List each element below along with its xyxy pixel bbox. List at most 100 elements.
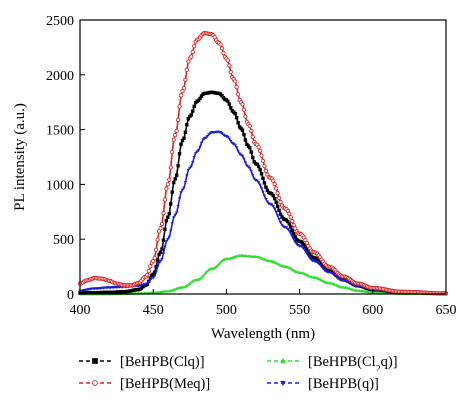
series-point bbox=[170, 190, 174, 194]
series-point bbox=[220, 259, 224, 263]
series-point bbox=[173, 213, 177, 217]
series-point bbox=[158, 226, 163, 231]
legend-label: [BeHPB(Cl2q)] bbox=[308, 354, 398, 371]
series-point bbox=[157, 261, 161, 265]
series-point bbox=[256, 181, 261, 185]
series-point bbox=[324, 269, 328, 273]
series-point bbox=[275, 204, 280, 209]
series-point bbox=[337, 277, 341, 281]
series-point bbox=[233, 143, 237, 147]
series-point bbox=[185, 123, 189, 127]
series-point bbox=[273, 196, 277, 201]
svg-text:[BeHPB(Clq)]: [BeHPB(Clq)] bbox=[120, 354, 205, 370]
series-point bbox=[161, 210, 166, 216]
x-tick-label: 450 bbox=[143, 303, 164, 318]
series-point bbox=[178, 93, 184, 98]
x-tick-label: 550 bbox=[289, 303, 310, 318]
series-point bbox=[179, 142, 183, 146]
series-point bbox=[287, 229, 292, 233]
series-point bbox=[180, 188, 185, 192]
series-point bbox=[264, 197, 268, 201]
series-point bbox=[276, 195, 282, 201]
series-1-line bbox=[79, 32, 446, 295]
series-point bbox=[292, 232, 296, 236]
series-point bbox=[183, 77, 188, 83]
series-point bbox=[170, 149, 175, 155]
series-point bbox=[161, 252, 166, 256]
series-point bbox=[286, 227, 290, 231]
series-point bbox=[201, 274, 205, 278]
series-point bbox=[204, 270, 208, 274]
series-point bbox=[280, 223, 284, 227]
series-point bbox=[188, 166, 192, 170]
x-axis-label: Wavelength (nm) bbox=[211, 326, 315, 342]
series-point bbox=[293, 240, 297, 244]
series-point bbox=[234, 116, 239, 120]
series-point bbox=[316, 262, 321, 266]
series-point bbox=[233, 111, 237, 116]
series-point bbox=[306, 254, 311, 258]
series-point bbox=[172, 216, 176, 220]
series-point bbox=[189, 54, 194, 59]
series-point bbox=[249, 150, 253, 154]
series-point bbox=[292, 238, 296, 242]
series-point bbox=[302, 247, 306, 251]
series-point bbox=[251, 155, 255, 160]
legend-label: [BeHPB(Clq)] bbox=[120, 354, 205, 370]
y-tick-label: 2000 bbox=[46, 69, 74, 84]
series-point bbox=[303, 249, 308, 253]
series-point bbox=[270, 203, 274, 207]
series-point bbox=[346, 280, 350, 284]
series-point bbox=[278, 200, 283, 205]
series-point bbox=[199, 275, 204, 279]
series-point bbox=[299, 244, 303, 248]
series-point bbox=[145, 272, 150, 278]
series-point bbox=[309, 258, 313, 262]
series-point bbox=[262, 181, 267, 185]
series-point bbox=[256, 164, 261, 169]
series-point bbox=[227, 63, 232, 68]
series-point bbox=[330, 271, 334, 275]
series-point bbox=[240, 102, 245, 107]
legend-item: [BeHPB(Meq)] bbox=[78, 373, 278, 393]
series-point bbox=[226, 99, 230, 103]
series-point bbox=[245, 164, 249, 168]
series-point bbox=[250, 134, 255, 140]
series-point bbox=[262, 194, 267, 198]
series-point bbox=[249, 128, 254, 134]
series-point bbox=[191, 161, 195, 165]
series-point bbox=[177, 197, 182, 201]
series-point bbox=[225, 58, 231, 63]
series-point bbox=[271, 178, 276, 183]
series-point bbox=[290, 218, 295, 224]
series-point bbox=[195, 150, 199, 154]
series-point bbox=[289, 225, 293, 229]
series-point bbox=[183, 284, 188, 288]
x-tick-label: 650 bbox=[436, 303, 457, 318]
series-point bbox=[182, 186, 186, 190]
series-point bbox=[145, 282, 149, 286]
series-point bbox=[236, 149, 240, 153]
series-point bbox=[177, 104, 182, 109]
series-point bbox=[240, 128, 245, 132]
series-point bbox=[265, 200, 270, 204]
series-point bbox=[192, 104, 196, 109]
series-point bbox=[154, 270, 158, 274]
series-point bbox=[217, 262, 221, 266]
series-point bbox=[167, 177, 172, 182]
legend-swatch bbox=[267, 357, 299, 364]
series-point bbox=[165, 182, 170, 187]
series-point bbox=[159, 221, 165, 227]
series-point bbox=[336, 276, 340, 280]
series-point bbox=[174, 211, 179, 215]
series-point bbox=[201, 138, 205, 142]
series-point bbox=[259, 153, 264, 158]
legend-item: [BeHPB(Cl2q)] bbox=[266, 351, 466, 371]
series-point bbox=[273, 207, 277, 211]
series-point bbox=[277, 208, 281, 213]
series-point bbox=[148, 264, 153, 269]
series-point bbox=[166, 215, 170, 219]
series-point bbox=[318, 263, 322, 267]
series-point bbox=[258, 183, 262, 187]
series-point bbox=[221, 50, 226, 56]
